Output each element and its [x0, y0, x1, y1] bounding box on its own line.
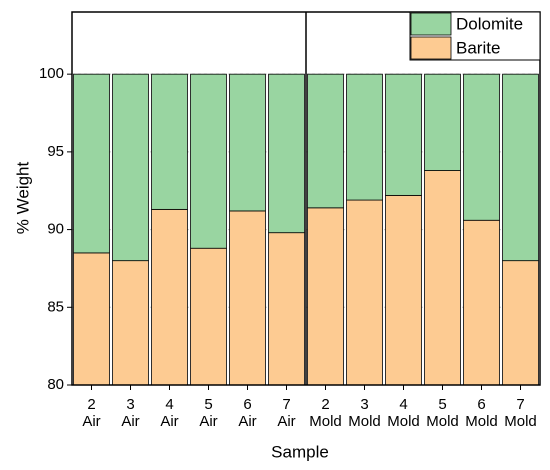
bar-segment	[424, 170, 461, 386]
y-tick-label: 100	[39, 65, 64, 82]
plot-frame	[71, 11, 541, 386]
legend-swatch	[410, 12, 452, 36]
legend-label: Barite	[456, 38, 500, 57]
bar-segment	[502, 73, 539, 262]
x-tick-label: 2 Mold	[309, 396, 342, 430]
bar-segment	[190, 73, 227, 249]
x-tick-label: 5 Mold	[426, 396, 459, 430]
bar-segment	[385, 194, 422, 386]
y-tick-label: 85	[47, 298, 64, 315]
x-tick-label: 7 Air	[277, 396, 296, 430]
bar-segment	[112, 260, 149, 386]
bar-segment	[190, 247, 227, 386]
bar-segment	[502, 260, 539, 386]
bar-segment	[268, 232, 305, 386]
legend-swatch	[410, 36, 452, 60]
x-tick-label: 6 Air	[238, 396, 257, 430]
bar-segment	[346, 73, 383, 201]
bar-segment	[424, 73, 461, 171]
legend-label: Dolomite	[456, 14, 523, 33]
y-axis-label: % Weight	[13, 162, 32, 235]
x-tick-label: 3 Mold	[348, 396, 381, 430]
bar-segment	[463, 73, 500, 221]
bar-segment	[463, 219, 500, 386]
y-tick-label: 80	[47, 376, 64, 393]
x-tick-label: 3 Air	[121, 396, 140, 430]
bar-segment	[229, 210, 266, 386]
x-axis-label: Sample	[271, 442, 329, 461]
bar-segment	[73, 252, 110, 386]
x-tick-label: 4 Air	[160, 396, 179, 430]
bar-segment	[346, 199, 383, 386]
bar-segment	[307, 207, 344, 386]
bar-segment	[151, 73, 188, 210]
x-tick-label: 6 Mold	[465, 396, 498, 430]
x-tick-label: 2 Air	[82, 396, 101, 430]
x-tick-label: 4 Mold	[387, 396, 420, 430]
bar-segment	[307, 73, 344, 209]
bar-segment	[229, 73, 266, 212]
x-tick-label: 7 Mold	[504, 396, 537, 430]
bar-segment	[73, 73, 110, 254]
bar-segment	[385, 73, 422, 196]
bar-segment	[151, 208, 188, 386]
bar-segment	[112, 73, 149, 262]
y-tick-label: 95	[47, 143, 64, 160]
bar-segment	[268, 73, 305, 234]
x-tick-label: 5 Air	[199, 396, 218, 430]
y-tick-label: 90	[47, 221, 64, 238]
